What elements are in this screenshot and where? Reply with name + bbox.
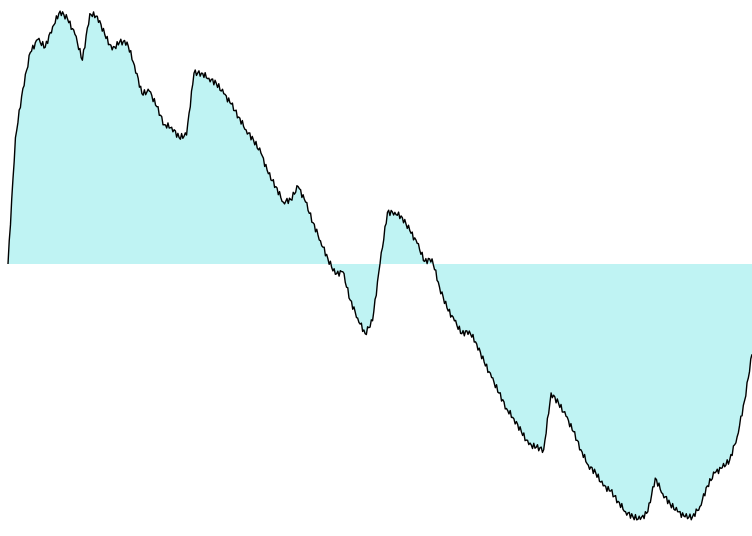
area-fill bbox=[8, 11, 752, 520]
series-line bbox=[7, 10, 752, 521]
plot-area bbox=[7, 10, 752, 521]
